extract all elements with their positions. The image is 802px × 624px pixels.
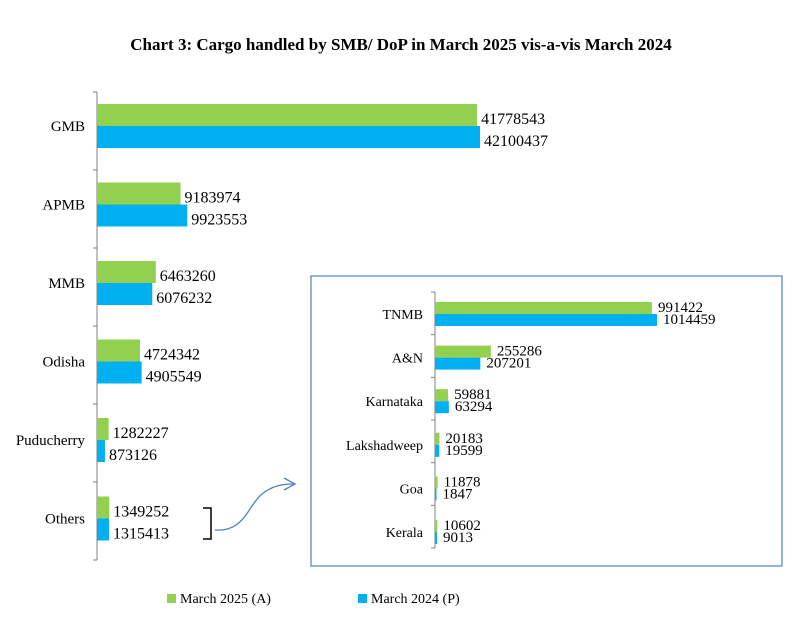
main-category-labels: GMB APMB MMB Odisha Puducherry Others xyxy=(16,119,86,528)
legend-swatch-march-2024 xyxy=(358,594,367,603)
main-bar-apmb-march-2025-a xyxy=(97,182,181,205)
main-value-label-puducherry-march-2024-p: 873126 xyxy=(109,447,157,464)
inset-bar-lakshadweep-march-2024-p xyxy=(435,444,440,457)
inset-bar-tnmb-march-2024-p xyxy=(435,314,657,326)
main-bar-others-march-2025-a xyxy=(97,496,110,519)
main-value-label-odisha-march-2024-p: 4905549 xyxy=(146,369,202,386)
inset-bar-kerala-march-2024-p xyxy=(435,532,437,544)
main-value-label-odisha-march-2025-a: 4724342 xyxy=(144,347,200,364)
inset-bar-a-n-march-2025-a xyxy=(435,345,491,358)
legend-label-march-2024: March 2024 (P) xyxy=(371,592,460,607)
inset-category-labels: TNMB A&N Karnataka Lakshadweep Goa Kerala xyxy=(346,308,424,541)
main-bars xyxy=(97,104,480,541)
inset-value-label-kerala-march-2025-a: 10602 xyxy=(443,518,481,534)
main-category-label-apmb: APMB xyxy=(42,198,85,214)
main-bar-gmb-march-2025-a xyxy=(97,104,478,126)
inset-category-label-a-n: A&N xyxy=(392,352,423,367)
main-axis xyxy=(93,91,98,561)
others-bracket xyxy=(203,507,212,540)
inset-bar-karnataka-march-2025-a xyxy=(435,389,449,402)
inset-bars xyxy=(435,302,657,544)
inset-category-label-lakshadweep: Lakshadweep xyxy=(346,439,423,454)
legend-swatch-march-2025 xyxy=(167,594,176,603)
main-value-label-mmb-march-2024-p: 6076232 xyxy=(156,290,212,307)
main-bar-apmb-march-2024-p xyxy=(97,204,188,227)
inset-bar-goa-march-2024-p xyxy=(435,488,437,501)
inset-bar-a-n-march-2024-p xyxy=(435,357,481,370)
main-category-label-gmb: GMB xyxy=(51,119,85,135)
main-category-label-odisha: Odisha xyxy=(43,355,86,371)
inset-bar-karnataka-march-2024-p xyxy=(435,401,449,414)
main-category-label-others: Others xyxy=(45,512,85,528)
inset-category-label-tnmb: TNMB xyxy=(383,308,423,323)
inset-category-label-kerala: Kerala xyxy=(386,526,424,541)
arrow-head-icon xyxy=(283,477,297,491)
main-value-label-mmb-march-2025-a: 6463260 xyxy=(160,268,216,285)
main-category-label-mmb: MMB xyxy=(48,276,85,292)
inset-value-label-goa-march-2024-p: 1847 xyxy=(443,486,474,502)
inset-value-label-tnmb-march-2024-p: 1014459 xyxy=(663,312,716,328)
inset-bar-tnmb-march-2025-a xyxy=(435,302,652,314)
legend: March 2025 (A) March 2024 (P) xyxy=(167,592,460,607)
main-bar-others-march-2024-p xyxy=(97,518,109,541)
main-value-labels: 41778543 42100437 9183974 9923553 6463260 607… xyxy=(109,111,548,543)
inset-axis xyxy=(431,291,436,549)
inset-value-label-karnataka-march-2024-p: 63294 xyxy=(455,399,493,415)
main-bar-odisha-march-2025-a xyxy=(97,339,140,362)
main-value-label-others-march-2025-a: 1349252 xyxy=(113,504,169,521)
main-value-label-apmb-march-2024-p: 9923553 xyxy=(191,212,247,229)
main-value-label-apmb-march-2025-a: 9183974 xyxy=(185,190,241,207)
inset-category-label-goa: Goa xyxy=(400,482,424,497)
inset-bar-goa-march-2025-a xyxy=(435,476,438,489)
inset-value-label-tnmb-march-2025-a: 991422 xyxy=(658,300,703,316)
inset-value-label-lakshadweep-march-2024-p: 19599 xyxy=(445,443,483,459)
main-bar-mmb-march-2025-a xyxy=(97,261,156,283)
main-value-label-others-march-2024-p: 1315413 xyxy=(113,526,169,543)
inset-value-label-a-n-march-2025-a: 255286 xyxy=(497,344,543,360)
main-value-label-gmb-march-2024-p: 42100437 xyxy=(484,133,548,150)
main-bar-mmb-march-2024-p xyxy=(97,283,153,305)
main-bar-gmb-march-2024-p xyxy=(97,126,480,148)
inset-category-label-karnataka: Karnataka xyxy=(365,395,423,410)
main-value-label-puducherry-march-2025-a: 1282227 xyxy=(113,425,169,442)
inset-value-label-kerala-march-2024-p: 9013 xyxy=(443,530,473,546)
main-category-label-puducherry: Puducherry xyxy=(16,433,86,449)
main-value-label-gmb-march-2025-a: 41778543 xyxy=(481,111,545,128)
inset-bar-lakshadweep-march-2025-a xyxy=(435,432,440,445)
legend-label-march-2025: March 2025 (A) xyxy=(180,592,271,607)
main-bar-odisha-march-2024-p xyxy=(97,361,142,384)
chart-title: Chart 3: Cargo handled by SMB/ DoP in Ma… xyxy=(130,35,672,54)
main-bar-puducherry-march-2025-a xyxy=(97,418,109,440)
inset-value-label-karnataka-march-2025-a: 59881 xyxy=(454,387,492,403)
inset-value-label-lakshadweep-march-2025-a: 20183 xyxy=(445,431,483,447)
inset-value-label-a-n-march-2024-p: 207201 xyxy=(486,356,531,372)
main-bar-puducherry-march-2024-p xyxy=(97,440,105,462)
inset-bar-kerala-march-2025-a xyxy=(435,520,438,532)
inset-value-label-goa-march-2025-a: 11878 xyxy=(444,474,481,490)
connector-curve xyxy=(214,483,294,531)
